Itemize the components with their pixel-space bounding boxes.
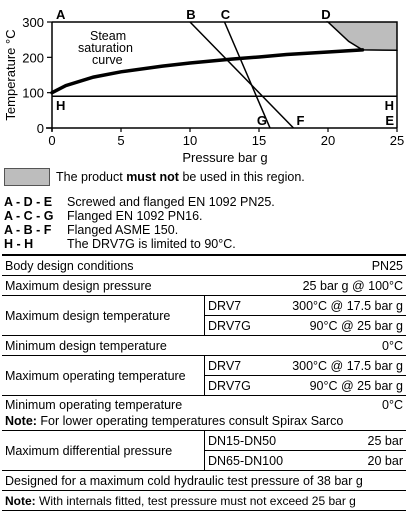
code-row: A - B - F Flanged ASME 150. [4, 223, 275, 237]
legend-text: The product must not be used in this reg… [56, 170, 305, 184]
steam-label-line: curve [92, 53, 123, 67]
corner-label-c: C [221, 7, 231, 22]
forbidden-region [326, 21, 398, 52]
corner-label-h: H [56, 98, 65, 113]
value-cell: 90°C @ 25 bar g [286, 315, 406, 336]
table-row: DN65-DN100 20 bar [2, 450, 406, 471]
x-tick-label: 20 [321, 133, 335, 148]
table-row: DRV7G 90°C @ 25 bar g [2, 315, 406, 336]
y-tick-label: 200 [22, 50, 44, 65]
model-cell: DRV7G [204, 315, 287, 336]
note-text: For lower operating temperatures consult… [36, 414, 344, 428]
value-cell: 25 bar [286, 430, 406, 451]
steam-curve-label: Steam saturation curve [78, 29, 136, 67]
max-diff-label: Maximum differential pressure [2, 430, 205, 471]
code-desc: The DRV7G is limited to 90°C. [67, 237, 236, 251]
body-design-label: Body design conditions [2, 254, 287, 276]
code-key: A - C - G [4, 209, 54, 223]
y-axis-label: Temperature °C [3, 29, 18, 120]
axis-ticks: 0 5 10 15 20 25 0 100 200 300 [22, 15, 404, 148]
note-label: Note: [5, 414, 37, 428]
hydraulic-test-text: Designed for a maximum cold hydraulic te… [2, 470, 406, 491]
code-key: H - H [4, 237, 34, 251]
value-cell: 20 bar [286, 450, 406, 471]
code-desc: Screwed and flanged EN 1092 PN25. [67, 195, 275, 209]
max-op-temp-label: Maximum operating temperature [2, 355, 205, 396]
legend-text-before: The product [56, 170, 127, 184]
y-tick-label: 0 [37, 121, 44, 136]
table-row: Maximum differential pressure DN15-DN50 … [2, 430, 406, 471]
legend: The product must not be used in this reg… [4, 168, 305, 186]
value-cell: 300°C @ 17.5 bar g [286, 355, 406, 376]
steam-saturation-curve [50, 48, 365, 95]
x-axis-label: Pressure bar g [182, 150, 267, 165]
corner-label-a: A [56, 7, 66, 22]
table-row: Maximum operating temperature DRV7 300°C… [2, 355, 406, 396]
corner-label-h: H [385, 98, 394, 113]
corner-label-b: B [186, 7, 195, 22]
note-label: Note: [5, 493, 36, 508]
table-row: Maximum design pressure 25 bar g @ 100°C [2, 275, 406, 296]
x-tick-label: 0 [48, 133, 55, 148]
corner-label-f: F [297, 113, 305, 128]
body-design-value: PN25 [286, 254, 406, 276]
corner-label-d: D [321, 7, 330, 22]
max-design-pressure-label: Maximum design pressure [2, 275, 287, 296]
code-desc: Flanged EN 1092 PN16. [67, 209, 203, 223]
table-row: Designed for a maximum cold hydraulic te… [2, 470, 406, 491]
note-text: With internals fitted, test pressure mus… [35, 493, 356, 508]
code-row: A - C - G Flanged EN 1092 PN16. [4, 209, 275, 223]
model-cell: DRV7 [204, 295, 287, 316]
legend-swatch [4, 168, 50, 186]
steam-curve-path [50, 48, 365, 95]
size-cell: DN65-DN100 [204, 450, 287, 471]
size-cell: DN15-DN50 [204, 430, 287, 451]
specification-table: Body design conditions PN25 Maximum desi… [2, 254, 406, 511]
y-tick-label: 100 [22, 86, 44, 101]
code-desc: Flanged ASME 150. [67, 223, 179, 237]
boundary-codes: A - D - E Screwed and flanged EN 1092 PN2… [4, 195, 275, 251]
model-cell: DRV7G [204, 375, 287, 396]
value-cell: 300°C @ 17.5 bar g [286, 295, 406, 316]
corner-label-g: G [257, 113, 267, 128]
limit-lines [52, 21, 398, 129]
max-design-temp-label: Maximum design temperature [2, 295, 205, 336]
code-key: A - D - E [4, 195, 53, 209]
note-operating: Note: For lower operating temperatures c… [2, 413, 406, 431]
value-cell: 90°C @ 25 bar g [286, 375, 406, 396]
table-row: Body design conditions PN25 [2, 254, 406, 276]
table-row: Minimum operating temperature 0°C [2, 396, 406, 414]
table-row: Minimum design temperature 0°C [2, 335, 406, 356]
min-op-temp-label: Minimum operating temperature [5, 398, 183, 412]
x-tick-label: 10 [183, 133, 197, 148]
min-design-temp-label: Minimum design temperature [2, 335, 287, 356]
code-key: A - B - F [4, 223, 52, 237]
corner-labels: A B C DH HEG F [56, 7, 394, 128]
table-row: DRV7G 90°C @ 25 bar g [2, 375, 406, 396]
x-tick-label: 15 [252, 133, 266, 148]
steam-label-line: Steam [90, 29, 126, 43]
note-internals: Note: With internals fitted, test pressu… [2, 490, 406, 511]
forbidden-region-shape [326, 21, 398, 52]
model-cell: DRV7 [204, 355, 287, 376]
limit-line-b [189, 21, 295, 129]
code-row: A - D - E Screwed and flanged EN 1092 PN2… [4, 195, 275, 209]
steam-label-line: saturation [78, 41, 133, 55]
legend-text-bold: must not [126, 170, 179, 184]
x-tick-label: 5 [117, 133, 124, 148]
y-tick-label: 300 [22, 15, 44, 30]
table-row: Note: With internals fitted, test pressu… [2, 490, 406, 511]
table-row: Maximum design temperature DRV7 300°C @ … [2, 295, 406, 336]
legend-text-after: be used in this region. [178, 170, 305, 184]
x-tick-label: 25 [390, 133, 404, 148]
min-op-temp-value: 0°C [382, 398, 403, 412]
chart-frame [46, 22, 397, 132]
min-design-temp-value: 0°C [286, 335, 406, 356]
code-row: H - H The DRV7G is limited to 90°C. [4, 237, 275, 251]
table-row: Note: For lower operating temperatures c… [2, 413, 406, 431]
limit-line-c [223, 21, 271, 129]
corner-label-e: E [385, 113, 394, 128]
max-design-pressure-value: 25 bar g @ 100°C [286, 275, 406, 296]
